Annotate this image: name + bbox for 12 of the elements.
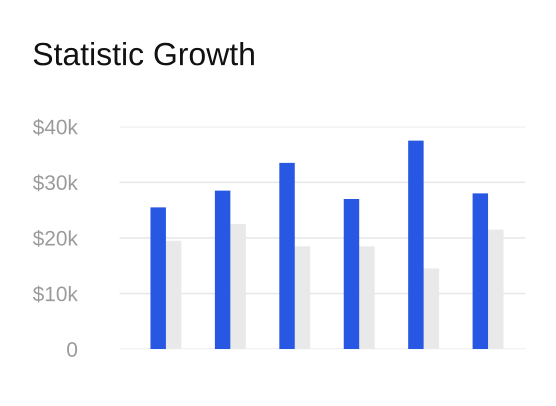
chart-title: Statistic Growth [34, 42, 254, 66]
y-tick-label: $30k [32, 174, 78, 192]
bar [214, 190, 230, 350]
y-tick-label: $20k [32, 230, 78, 247]
bar [408, 140, 424, 350]
bar [472, 193, 488, 350]
y-tick-label: 0 [67, 342, 78, 357]
bar [344, 198, 360, 350]
y-tick-label: $10k [32, 286, 78, 303]
bar [150, 207, 166, 350]
y-tick-label: $40k [32, 118, 78, 136]
bar [279, 162, 295, 350]
